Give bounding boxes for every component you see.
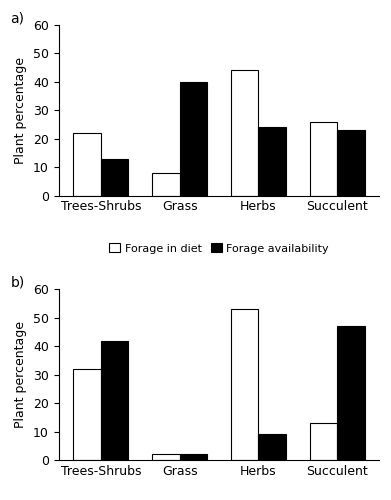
Y-axis label: Plant percentage: Plant percentage (14, 57, 27, 164)
Bar (101, 158, 128, 196)
Bar (231, 310, 258, 460)
Bar (337, 326, 365, 460)
Bar (152, 173, 179, 196)
Bar (73, 369, 101, 460)
Legend: Forage in diet, Forage availability: Forage in diet, Forage availability (105, 238, 333, 258)
Bar (310, 423, 337, 460)
Bar (179, 82, 207, 196)
Text: a): a) (11, 12, 25, 26)
Y-axis label: Plant percentage: Plant percentage (14, 321, 27, 428)
Bar (152, 454, 179, 460)
Bar (73, 133, 101, 196)
Bar (231, 70, 258, 196)
Bar (101, 340, 128, 460)
Bar (310, 122, 337, 196)
Bar (337, 130, 365, 196)
Bar (258, 128, 286, 196)
Bar (258, 434, 286, 460)
Text: b): b) (11, 276, 25, 290)
Bar (179, 454, 207, 460)
